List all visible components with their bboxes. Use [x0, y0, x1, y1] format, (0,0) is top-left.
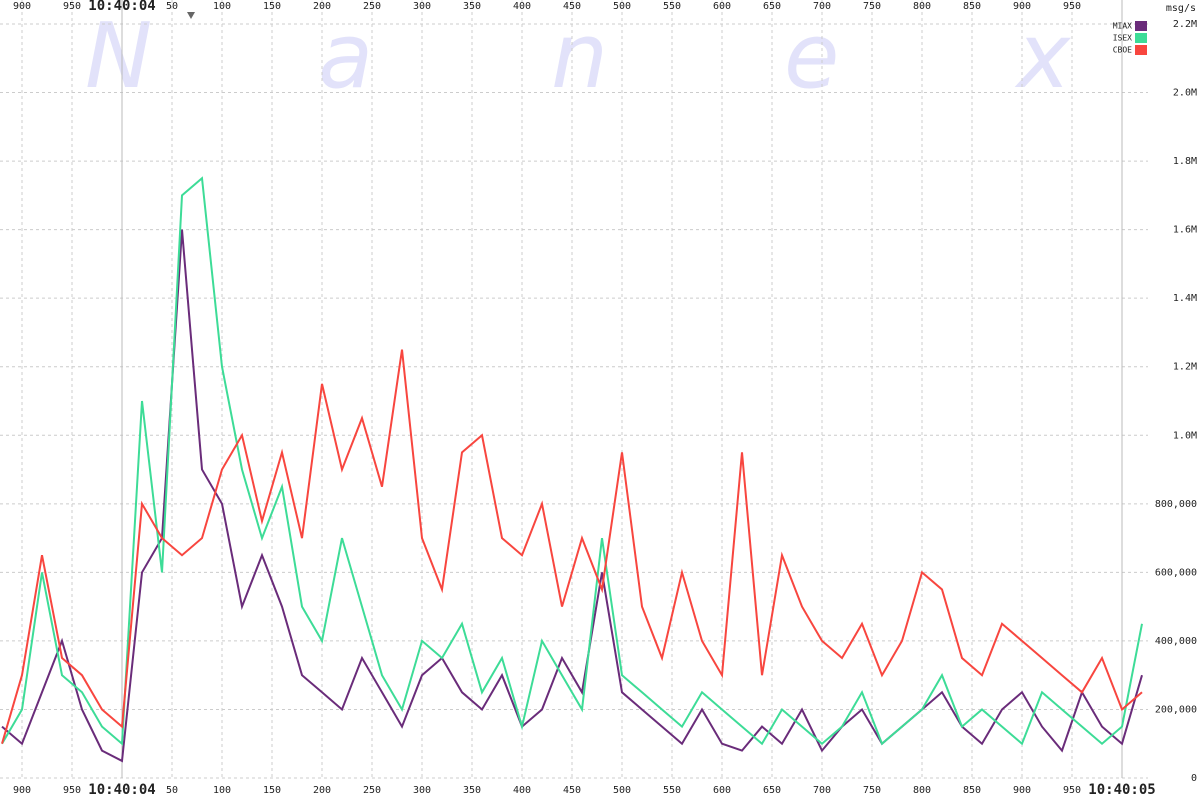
x-tick-label: 800 [913, 785, 931, 796]
legend-label: MIAX [1113, 22, 1132, 31]
watermark-letter: n [551, 4, 608, 109]
x-tick-label-top: 200 [313, 1, 331, 12]
x-tick-label-top: 100 [213, 1, 231, 12]
watermark-letter: a [318, 4, 373, 109]
x-tick-label-top: 700 [813, 1, 831, 12]
y-tick-label: 1.4M [1173, 293, 1197, 304]
y-tick-label: 2.0M [1173, 88, 1197, 99]
x-tick-label: 700 [813, 785, 831, 796]
x-tick-label-top: 150 [263, 1, 281, 12]
watermark-letter: e [784, 4, 839, 109]
series-line [1, 176, 1143, 746]
x-tick-label: 600 [713, 785, 731, 796]
x-tick-label-top: 400 [513, 1, 531, 12]
x-tick-label: 850 [963, 785, 981, 796]
x-tick-label-top: 350 [463, 1, 481, 12]
x-tick-label: 900 [13, 785, 31, 796]
x-tick-label: 250 [363, 785, 381, 796]
x-tick-label: 100 [213, 785, 231, 796]
x-tick-label: 400 [513, 785, 531, 796]
x-tick-label-top: 650 [763, 1, 781, 12]
x-tick-label-top: 900 [13, 1, 31, 12]
y-tick-label: 800,000 [1155, 499, 1197, 510]
x-tick-label: 50 [166, 785, 178, 796]
y-tick-label: 400,000 [1155, 636, 1197, 647]
legend-swatch [1135, 45, 1147, 55]
x-tick-label-top: 450 [563, 1, 581, 12]
x-tick-label-top: 950 [63, 1, 81, 12]
x-tick-label: 500 [613, 785, 631, 796]
x-tick-label-top: 800 [913, 1, 931, 12]
x-tick-label-top: 950 [1063, 1, 1081, 12]
y-tick-label: 1.6M [1173, 225, 1197, 236]
x-tick-label: 200 [313, 785, 331, 796]
x-tick-label: 550 [663, 785, 681, 796]
series-line [1, 229, 1143, 763]
x-tick-label-top: 250 [363, 1, 381, 12]
x-tick-label: 10:40:05 [1088, 782, 1155, 798]
y-tick-label: 1.2M [1173, 362, 1197, 373]
series-line [1, 349, 1143, 744]
x-tick-label: 950 [1063, 785, 1081, 796]
y-axis-label: msg/s [1166, 3, 1196, 14]
x-tick-label-top: 50 [166, 1, 178, 12]
x-tick-label-top: 900 [1013, 1, 1031, 12]
legend-swatch [1135, 21, 1147, 31]
x-tick-label: 900 [1013, 785, 1031, 796]
x-tick-label-top: 500 [613, 1, 631, 12]
y-tick-label: 200,000 [1155, 704, 1197, 715]
watermark-letter: x [1014, 4, 1072, 109]
watermark-letter: N [85, 4, 152, 109]
legend-swatch [1135, 33, 1147, 43]
x-tick-label-top: 10:40:04 [88, 0, 155, 14]
x-tick-label: 450 [563, 785, 581, 796]
y-tick-label: 2.2M [1173, 19, 1197, 30]
x-tick-label-top: 300 [413, 1, 431, 12]
legend-label: ISEX [1113, 34, 1132, 43]
x-tick-label-top: 550 [663, 1, 681, 12]
x-tick-label: 10:40:04 [88, 782, 155, 798]
legend-label: CBOE [1113, 46, 1132, 55]
x-tick-label: 650 [763, 785, 781, 796]
x-tick-label: 950 [63, 785, 81, 796]
y-tick-label: 1.0M [1173, 430, 1197, 441]
x-tick-label-top: 850 [963, 1, 981, 12]
y-tick-label: 0 [1191, 773, 1197, 784]
x-tick-label: 350 [463, 785, 481, 796]
x-tick-label-top: 750 [863, 1, 881, 12]
y-tick-label: 600,000 [1155, 567, 1197, 578]
y-tick-label: 1.8M [1173, 156, 1197, 167]
x-tick-label: 300 [413, 785, 431, 796]
marker [187, 12, 195, 19]
x-tick-label: 150 [263, 785, 281, 796]
x-tick-label-top: 600 [713, 1, 731, 12]
x-tick-label: 750 [863, 785, 881, 796]
